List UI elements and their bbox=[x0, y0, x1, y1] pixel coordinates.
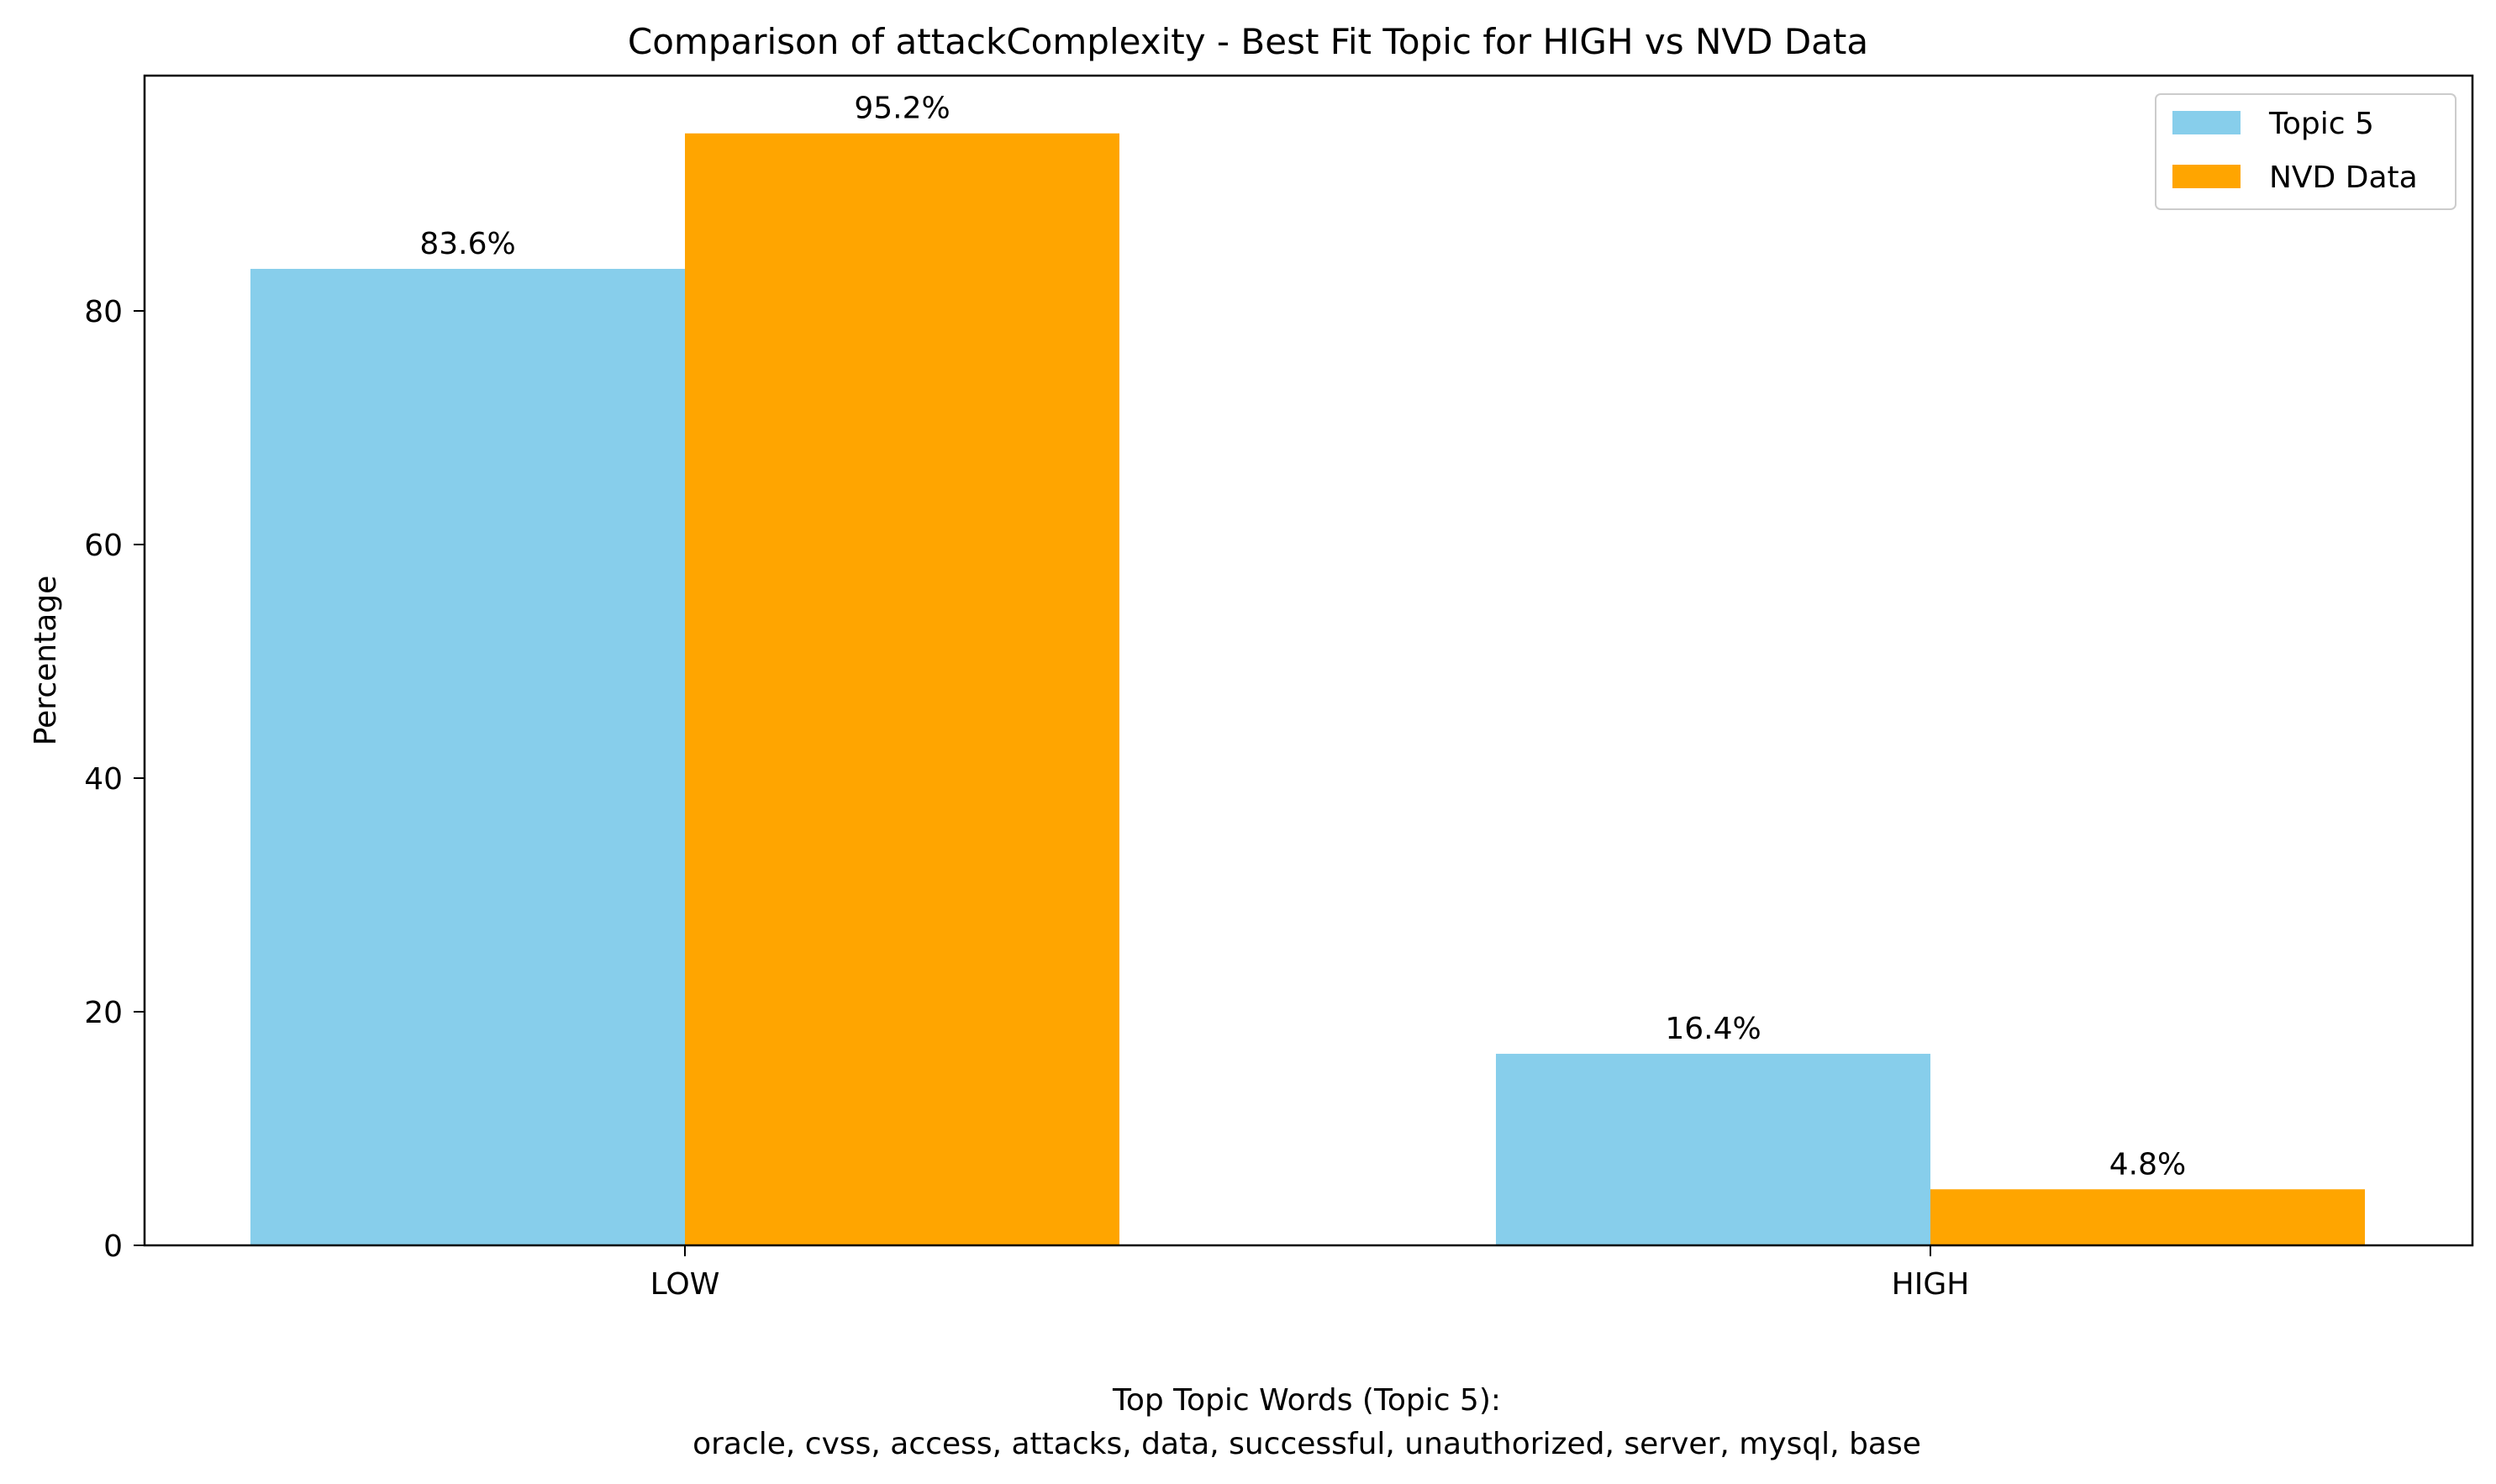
bar-nvd-data-low bbox=[685, 133, 1119, 1246]
legend-swatch-topic-5 bbox=[2172, 111, 2241, 134]
y-tick-label: 20 bbox=[84, 996, 123, 1030]
y-tick-label: 40 bbox=[84, 762, 123, 797]
legend-label-topic-5: Topic 5 bbox=[2268, 107, 2374, 141]
chart-title: Comparison of attackComplexity - Best Fi… bbox=[628, 21, 1868, 62]
legend-swatch-nvd-data bbox=[2172, 165, 2241, 188]
x-tick-label-low: LOW bbox=[650, 1267, 720, 1302]
bar-topic-5-low bbox=[250, 268, 685, 1246]
y-axis-label: Percentage bbox=[29, 576, 63, 746]
data-label: 83.6% bbox=[419, 227, 515, 261]
bar-nvd-data-high bbox=[1930, 1189, 2365, 1245]
footer-line-1: Top Topic Words (Topic 5): bbox=[1112, 1383, 1501, 1418]
y-tick-label: 60 bbox=[84, 529, 123, 563]
bar-topic-5-high bbox=[1496, 1054, 1930, 1245]
legend-label-nvd-data: NVD Data bbox=[2269, 161, 2418, 195]
data-label: 16.4% bbox=[1665, 1012, 1761, 1046]
data-label: 95.2% bbox=[854, 92, 950, 126]
data-label: 4.8% bbox=[2109, 1147, 2186, 1181]
y-tick-label: 0 bbox=[103, 1229, 123, 1264]
footer-line-2: oracle, cvss, access, attacks, data, suc… bbox=[692, 1427, 1921, 1461]
x-tick-label-high: HIGH bbox=[1892, 1267, 1970, 1302]
plot-frame bbox=[143, 74, 2474, 1247]
y-tick-label: 80 bbox=[84, 295, 123, 329]
legend: Topic 5 NVD Data bbox=[2155, 93, 2457, 210]
